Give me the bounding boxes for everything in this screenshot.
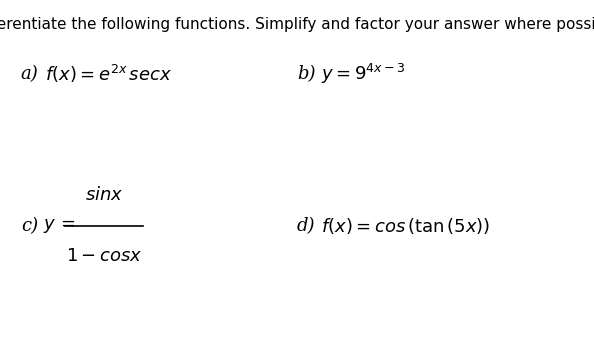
Text: c): c) [21,217,38,235]
Text: a): a) [21,65,39,83]
Text: b): b) [297,65,315,83]
Text: $\mathit{sin}x$: $\mathit{sin}x$ [85,186,123,205]
Text: $f(x) = e^{2x}\, \mathit{sec}x$: $f(x) = e^{2x}\, \mathit{sec}x$ [45,63,172,85]
Text: d): d) [297,217,315,235]
Text: $1 - \mathit{cos}x$: $1 - \mathit{cos}x$ [65,247,143,265]
Text: Differentiate the following functions. Simplify and factor your answer where pos: Differentiate the following functions. S… [0,17,594,32]
Text: $f(x) = \mathit{cos}\,(\mathrm{tan}\,(5x))$: $f(x) = \mathit{cos}\,(\mathrm{tan}\,(5x… [321,216,490,236]
Text: $y\,=$: $y\,=$ [43,217,75,235]
Text: $y = 9^{4x-3}$: $y = 9^{4x-3}$ [321,62,406,86]
